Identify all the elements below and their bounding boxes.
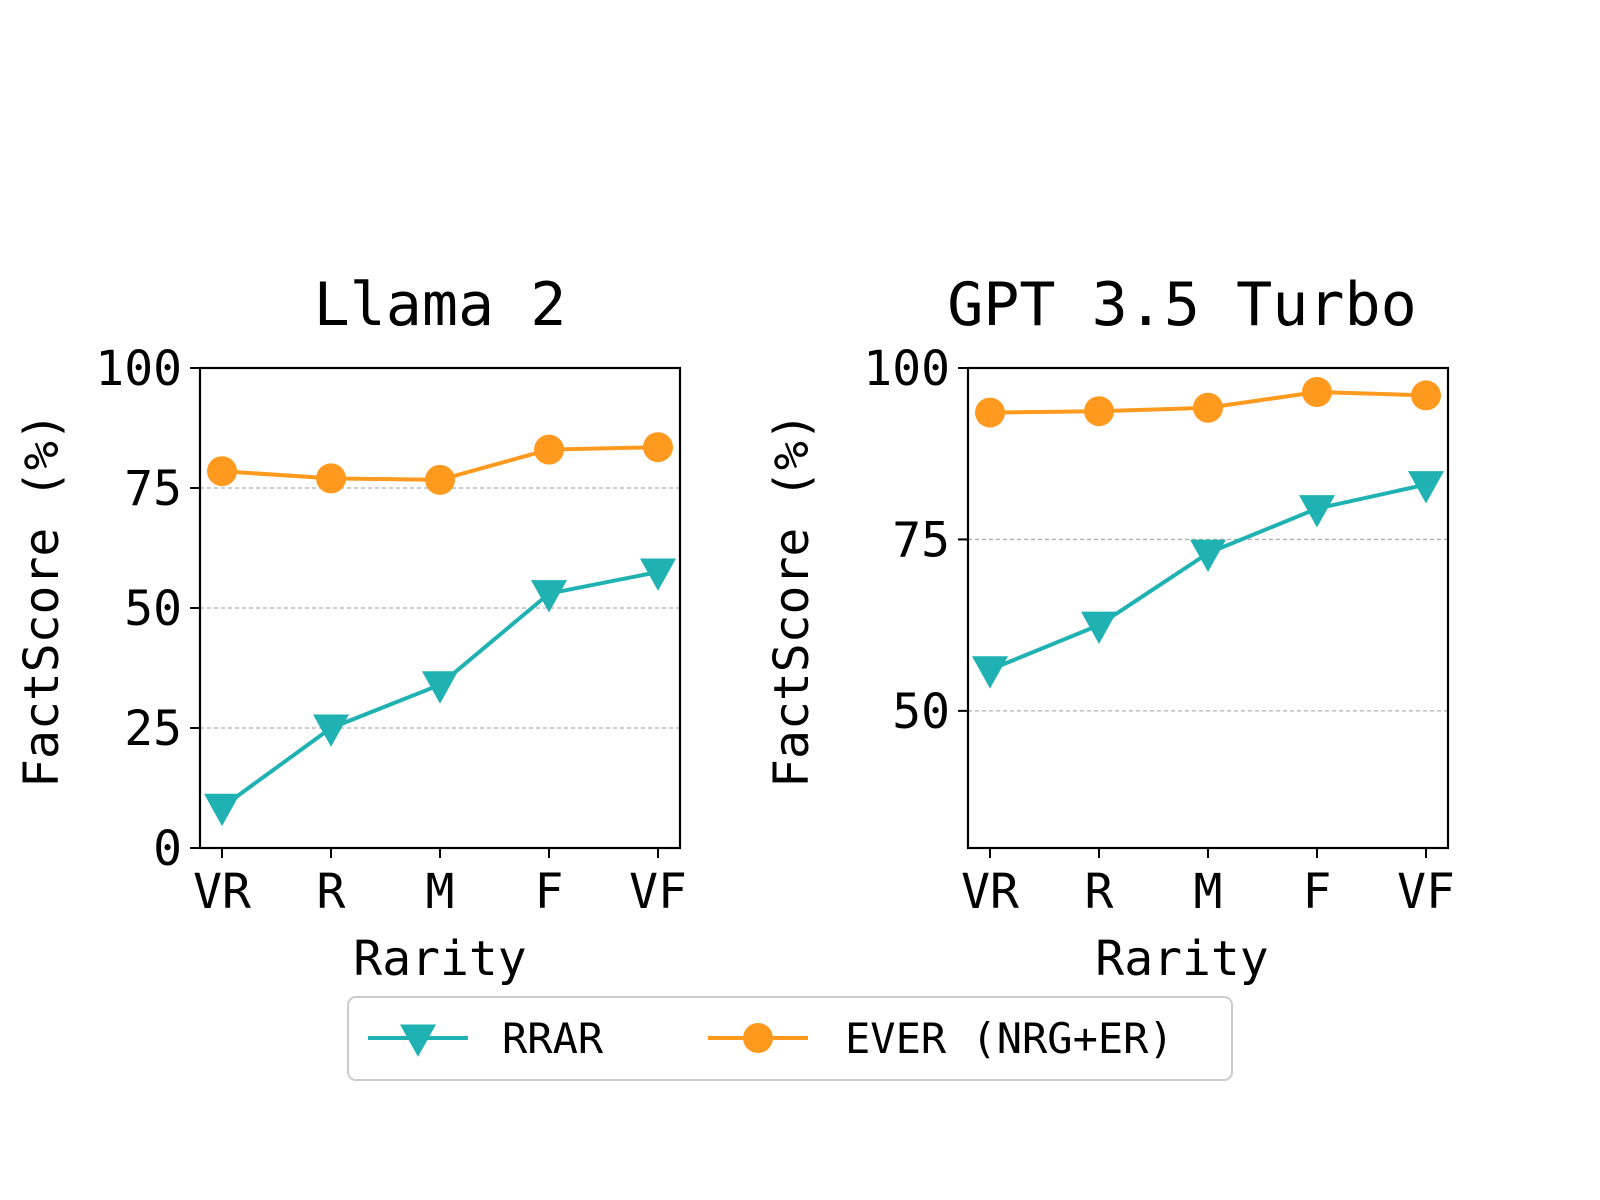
y-tick-label: 100 bbox=[863, 341, 950, 397]
data-point-ever-nrg-er bbox=[534, 434, 564, 465]
legend-marker bbox=[400, 1024, 436, 1057]
data-point-ever-nrg-er bbox=[425, 464, 455, 495]
data-point-rrar bbox=[1299, 495, 1335, 528]
x-tick-label: M bbox=[1194, 864, 1223, 920]
legend-marker bbox=[743, 1023, 773, 1053]
x-tick-label: R bbox=[1085, 864, 1114, 920]
plot-frame bbox=[966, 366, 1450, 850]
x-tick-label: VR bbox=[193, 864, 251, 920]
y-tick-label: 75 bbox=[892, 512, 950, 568]
x-tick-label: F bbox=[535, 864, 564, 920]
y-axis-label: FactScore (%) bbox=[14, 412, 70, 788]
x-axis-label: Rarity bbox=[353, 931, 526, 987]
data-point-rrar bbox=[1408, 471, 1444, 504]
legend-entry-rrar bbox=[368, 1024, 468, 1057]
data-point-rrar bbox=[422, 671, 458, 704]
plot-frame bbox=[198, 366, 682, 850]
data-point-ever-nrg-er bbox=[1411, 380, 1441, 411]
data-point-rrar bbox=[1190, 539, 1226, 573]
series-line-rrar bbox=[989, 482, 1427, 672]
legend-entry-ever bbox=[708, 1023, 808, 1053]
data-point-rrar bbox=[204, 793, 240, 827]
data-point-rrar bbox=[1081, 611, 1117, 645]
chart-llama-2: Llama 2 FactScore (%) Rarity 0 25 50 75 100 V… bbox=[14, 270, 687, 987]
y-tick-label: 50 bbox=[124, 581, 182, 637]
data-point-ever-nrg-er bbox=[1193, 392, 1223, 423]
y-tick-label: 50 bbox=[892, 684, 950, 740]
y-tick-label: 25 bbox=[124, 701, 182, 757]
data-point-rrar bbox=[640, 558, 676, 591]
chart-title: GPT 3.5 Turbo bbox=[947, 270, 1417, 340]
x-tick-label: VR bbox=[961, 864, 1019, 920]
x-tick-label: F bbox=[1303, 864, 1332, 920]
data-point-ever-nrg-er bbox=[643, 432, 673, 463]
y-tick-label: 0 bbox=[153, 821, 182, 877]
legend-label-rrar: RRAR bbox=[502, 1014, 604, 1063]
chart-gpt-3-5-turbo: GPT 3.5 Turbo FactScore (%) Rarity 50 75 1… bbox=[764, 270, 1455, 987]
x-axis-label: Rarity bbox=[1095, 931, 1268, 987]
data-point-rrar bbox=[972, 656, 1008, 689]
x-tick-label: VF bbox=[629, 864, 687, 920]
data-point-rrar bbox=[531, 580, 567, 613]
data-point-ever-nrg-er bbox=[975, 397, 1005, 428]
legend: RRAR EVER (NRG+ER) bbox=[347, 996, 1233, 1081]
x-tick-label: R bbox=[317, 864, 346, 920]
data-point-ever-nrg-er bbox=[316, 463, 346, 494]
y-axis-label: FactScore (%) bbox=[764, 412, 820, 788]
y-tick-label: 100 bbox=[95, 341, 182, 397]
data-point-ever-nrg-er bbox=[207, 456, 237, 487]
data-point-ever-nrg-er bbox=[1084, 396, 1114, 427]
legend-label-ever: EVER (NRG+ER) bbox=[845, 1014, 1174, 1063]
x-tick-label: VF bbox=[1397, 864, 1455, 920]
x-tick-label: M bbox=[426, 864, 455, 920]
data-point-rrar bbox=[313, 714, 349, 747]
y-tick-label: 75 bbox=[124, 461, 182, 517]
data-point-ever-nrg-er bbox=[1302, 377, 1332, 407]
chart-title: Llama 2 bbox=[314, 270, 567, 340]
